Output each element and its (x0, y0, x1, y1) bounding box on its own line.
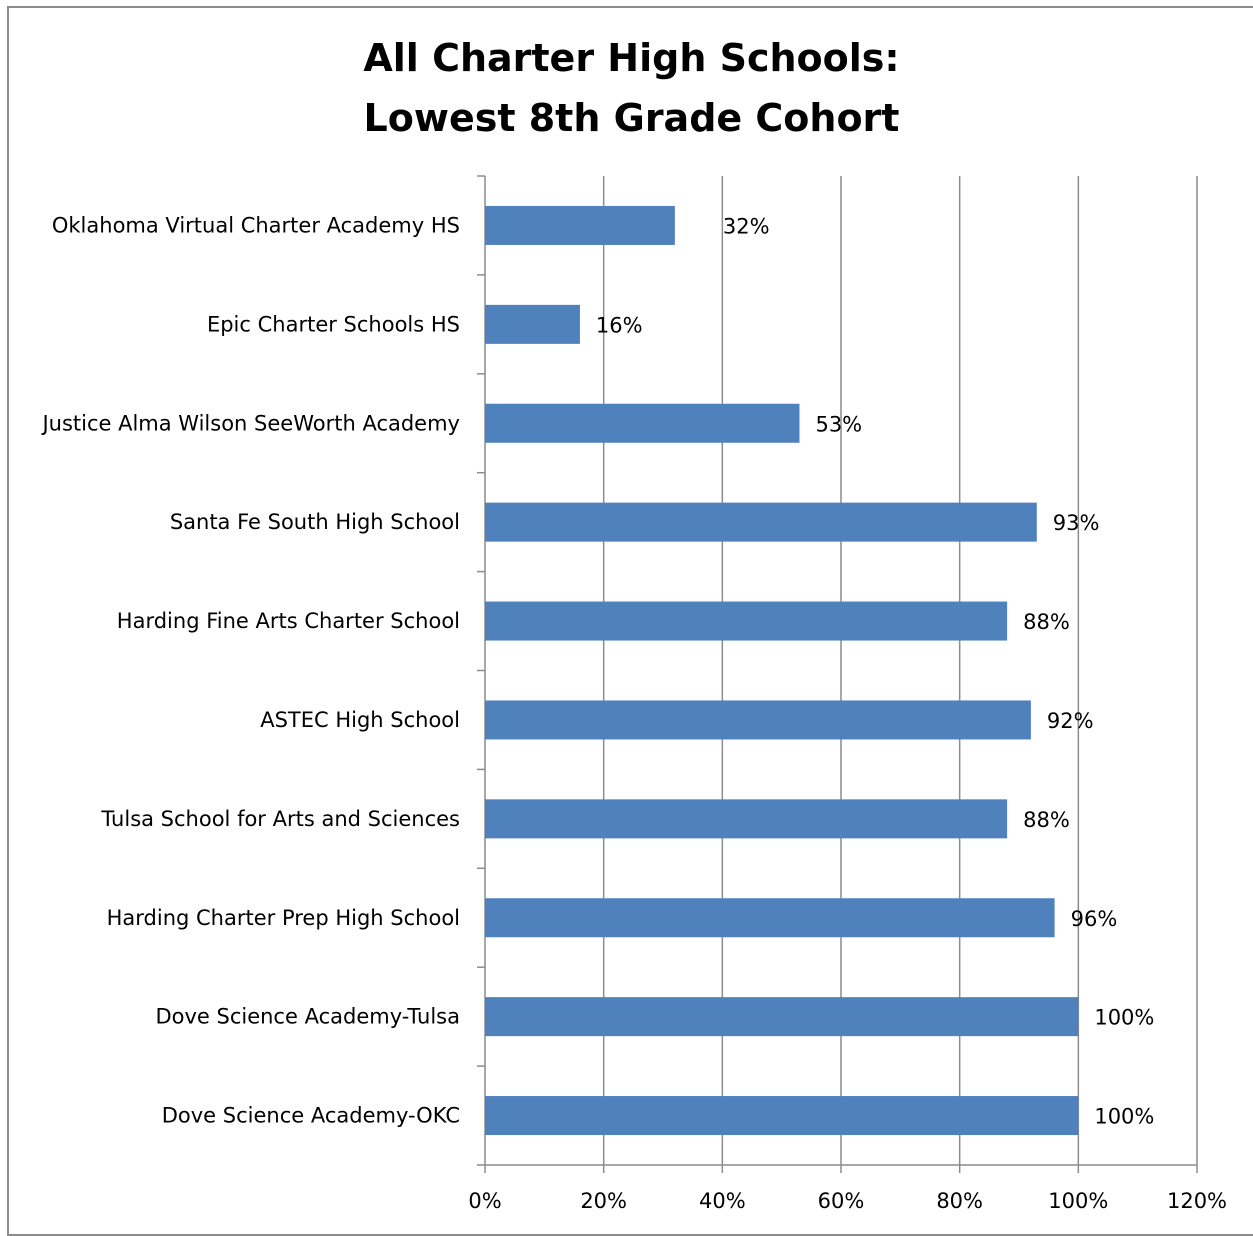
data-label-7: 96% (1071, 907, 1118, 931)
category-label-7: Harding Charter Prep High School (107, 906, 460, 930)
data-labels: 32% 16% 53% 93% 88% 92% 88% 96% 100% 100% (596, 214, 1154, 1128)
category-label-8: Dove Science Academy-Tulsa (155, 1005, 460, 1029)
chart-title: All Charter High Schools: Lowest 8th Gra… (0, 28, 1253, 148)
bar-3 (485, 502, 1037, 542)
data-label-6: 88% (1023, 808, 1070, 832)
bar-7 (485, 898, 1055, 938)
data-label-1: 16% (596, 313, 643, 337)
x-tick-label-6: 120% (1167, 1189, 1227, 1213)
bar-9 (485, 1096, 1079, 1136)
bar-0 (485, 205, 675, 245)
category-label-2: Justice Alma Wilson SeeWorth Academy (40, 411, 460, 435)
bar-4 (485, 601, 1008, 641)
x-tick-label-4: 80% (936, 1189, 983, 1213)
category-label-1: Epic Charter Schools HS (207, 312, 460, 336)
bar-6 (485, 799, 1008, 839)
category-labels: Oklahoma Virtual Charter Academy HS Epic … (40, 213, 460, 1127)
data-label-2: 53% (815, 412, 862, 436)
bar-8 (485, 997, 1079, 1037)
bar-1 (485, 304, 580, 344)
bars (485, 205, 1079, 1136)
x-tick-label-3: 60% (818, 1189, 865, 1213)
data-label-3: 93% (1053, 511, 1100, 535)
x-tick-label-5: 100% (1048, 1189, 1108, 1213)
x-axis-ticks: 0% 20% 40% 60% 80% 100% 120% (468, 1165, 1227, 1213)
category-label-4: Harding Fine Arts Charter School (117, 609, 460, 633)
bar-2 (485, 403, 800, 443)
data-label-8: 100% (1094, 1006, 1154, 1030)
data-label-4: 88% (1023, 610, 1070, 634)
data-label-0: 32% (723, 214, 770, 238)
category-label-9: Dove Science Academy-OKC (162, 1104, 460, 1128)
chart-title-line-1: All Charter High Schools: (363, 36, 900, 80)
category-label-6: Tulsa School for Arts and Sciences (100, 807, 460, 831)
category-label-0: Oklahoma Virtual Charter Academy HS (52, 213, 460, 237)
data-label-9: 100% (1094, 1105, 1154, 1129)
x-tick-label-1: 20% (580, 1189, 627, 1213)
bar-5 (485, 700, 1031, 740)
chart-title-line-2: Lowest 8th Grade Cohort (363, 96, 900, 140)
data-label-5: 92% (1047, 709, 1094, 733)
category-label-5: ASTEC High School (260, 708, 460, 732)
category-label-3: Santa Fe South High School (170, 510, 460, 534)
x-tick-label-2: 40% (699, 1189, 746, 1213)
x-tick-label-0: 0% (468, 1189, 501, 1213)
